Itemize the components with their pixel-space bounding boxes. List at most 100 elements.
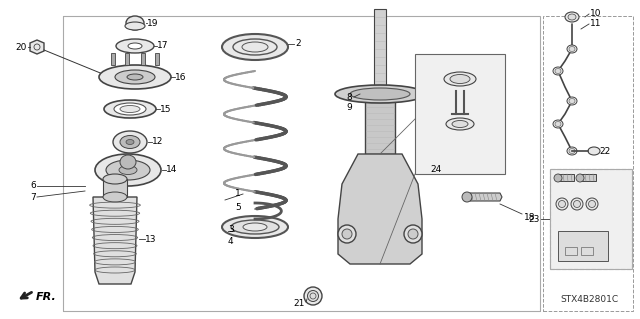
Bar [365,94,395,154]
Ellipse shape [573,201,580,207]
Bar [374,9,386,94]
Text: 17: 17 [157,41,168,50]
Bar [63,16,540,311]
Text: STX4B2801C: STX4B2801C [560,294,618,303]
Text: 11: 11 [590,19,602,28]
Ellipse shape [576,174,584,182]
Ellipse shape [103,192,127,202]
Text: 13: 13 [145,234,157,243]
Ellipse shape [554,174,562,182]
Text: 16: 16 [175,72,186,81]
Ellipse shape [568,14,576,20]
Text: 6: 6 [30,182,36,190]
Polygon shape [338,154,422,264]
Text: 22: 22 [599,146,611,155]
Ellipse shape [404,225,422,243]
Bar [141,53,145,65]
Ellipse shape [126,139,134,145]
Ellipse shape [127,74,143,80]
Ellipse shape [116,39,154,53]
Bar [543,16,633,311]
Ellipse shape [567,45,577,53]
Ellipse shape [304,287,322,305]
Ellipse shape [446,118,474,130]
Ellipse shape [125,22,145,30]
Bar [111,53,115,65]
Ellipse shape [106,160,150,180]
Text: 14: 14 [166,166,177,174]
Ellipse shape [242,42,268,52]
Polygon shape [470,193,502,201]
Bar [550,169,632,269]
Ellipse shape [120,106,140,113]
Ellipse shape [567,147,577,155]
Text: 9: 9 [346,103,352,113]
Ellipse shape [553,67,563,75]
Ellipse shape [128,43,142,49]
Ellipse shape [571,198,583,210]
Text: 7: 7 [30,192,36,202]
Ellipse shape [120,155,136,169]
Text: 12: 12 [152,137,163,146]
Ellipse shape [556,198,568,210]
Ellipse shape [95,154,161,186]
Ellipse shape [567,97,577,105]
Ellipse shape [222,34,288,60]
Ellipse shape [114,103,146,115]
Ellipse shape [99,65,171,89]
Bar [558,231,608,261]
Text: FR.: FR. [36,292,57,302]
Polygon shape [93,197,137,284]
Bar [550,169,632,269]
Polygon shape [30,40,44,54]
Bar [565,247,577,255]
Ellipse shape [462,192,472,202]
Text: 24: 24 [430,165,441,174]
Ellipse shape [113,131,147,153]
Ellipse shape [103,174,127,184]
Bar [103,179,127,197]
Text: 18: 18 [524,212,536,221]
Ellipse shape [335,85,425,103]
Ellipse shape [452,121,468,128]
Text: 15: 15 [160,105,172,114]
Ellipse shape [119,166,137,174]
Ellipse shape [586,198,598,210]
Bar [415,54,505,174]
Text: 10: 10 [590,10,602,19]
Text: 19: 19 [147,19,159,27]
Ellipse shape [231,220,279,234]
Ellipse shape [589,201,595,207]
Text: 5: 5 [235,203,241,211]
Text: 8: 8 [346,93,352,101]
Ellipse shape [569,149,575,153]
Text: 20: 20 [15,42,27,51]
Bar [155,53,159,65]
Ellipse shape [243,223,267,231]
Text: 4: 4 [228,236,234,246]
Ellipse shape [569,47,575,51]
Ellipse shape [342,229,352,239]
Ellipse shape [588,147,600,155]
Text: 21: 21 [294,299,305,308]
Ellipse shape [569,99,575,103]
Ellipse shape [126,16,144,30]
Ellipse shape [338,225,356,243]
Bar [581,247,593,255]
Text: 1: 1 [235,189,241,198]
Ellipse shape [115,70,155,84]
Ellipse shape [104,100,156,118]
Text: 2: 2 [295,40,301,48]
Text: 3: 3 [228,225,234,234]
Ellipse shape [555,69,561,73]
Ellipse shape [555,122,561,127]
Ellipse shape [450,75,470,84]
Ellipse shape [408,229,418,239]
Text: 23: 23 [529,214,540,224]
Ellipse shape [565,12,579,22]
Ellipse shape [120,136,140,149]
Ellipse shape [222,216,288,238]
Polygon shape [558,174,574,181]
Ellipse shape [233,39,277,55]
Ellipse shape [553,120,563,128]
